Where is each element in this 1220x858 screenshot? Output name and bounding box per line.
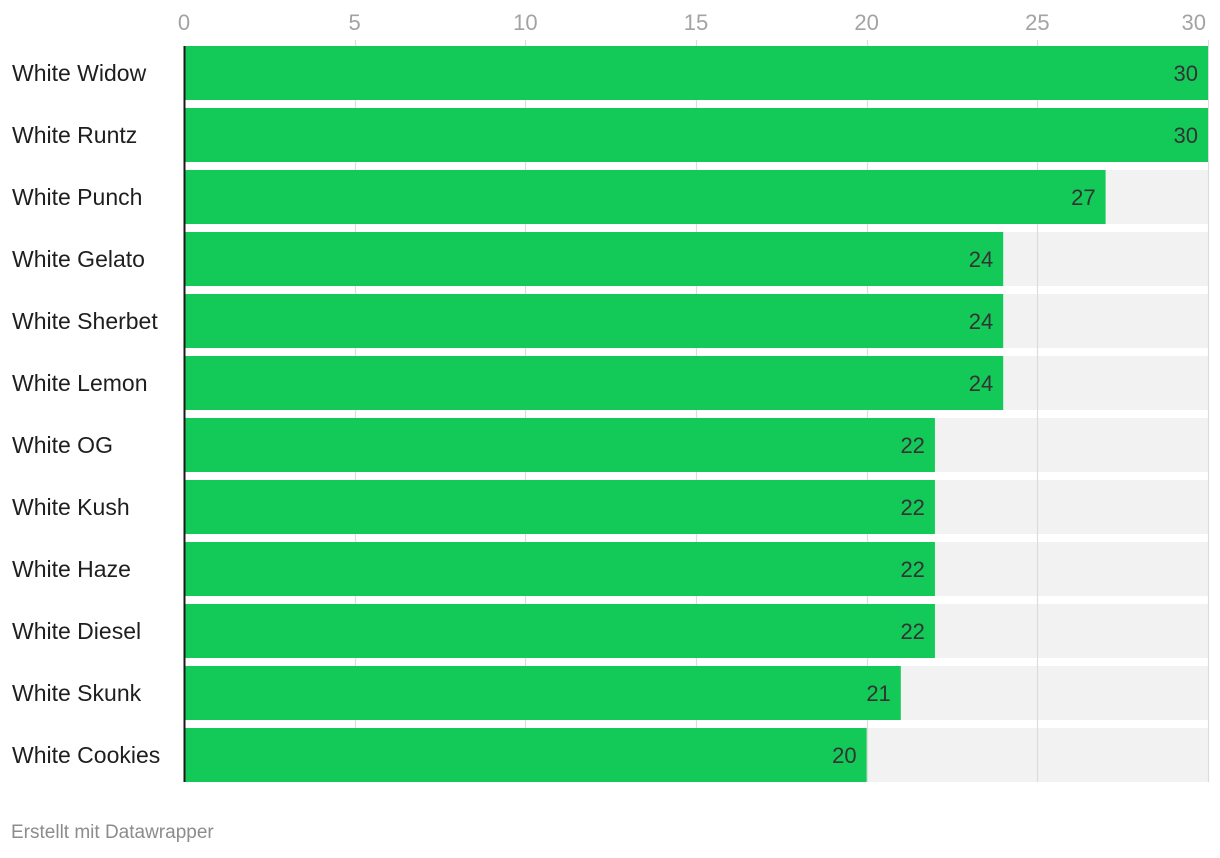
value-label: 22 <box>900 495 924 520</box>
category-label: White Gelato <box>12 246 145 272</box>
bar-white-runtz <box>184 108 1208 162</box>
bar-white-haze <box>184 542 935 596</box>
category-label: White Haze <box>12 556 131 582</box>
bar-white-lemon <box>184 356 1004 410</box>
bar-white-skunk <box>184 666 901 720</box>
bar-white-punch <box>184 170 1106 224</box>
x-tick-label-5: 5 <box>349 10 361 35</box>
bar-white-cookies <box>184 728 867 782</box>
value-label: 22 <box>900 619 924 644</box>
category-label: White Runtz <box>12 122 137 148</box>
value-label: 21 <box>866 681 890 706</box>
category-label: White Diesel <box>12 618 141 644</box>
category-label: White OG <box>12 432 113 458</box>
x-tick-label-25: 25 <box>1025 10 1049 35</box>
category-label: White Kush <box>12 494 130 520</box>
bar-white-diesel <box>184 604 935 658</box>
category-label: White Punch <box>12 184 142 210</box>
value-label: 22 <box>900 433 924 458</box>
category-label: White Cookies <box>12 742 160 768</box>
value-label: 30 <box>1174 61 1198 86</box>
value-label: 22 <box>900 557 924 582</box>
footer-credit: Erstellt mit Datawrapper <box>11 822 214 843</box>
gridlines-over-tracks <box>354 40 1210 782</box>
value-label: 20 <box>832 743 856 768</box>
bar-white-og <box>184 418 935 472</box>
x-axis-tick-labels: 0 5 10 15 20 25 30 <box>178 10 1206 35</box>
x-tick-label-0: 0 <box>178 10 190 35</box>
bar-white-gelato <box>184 232 1004 286</box>
bar-white-kush <box>184 480 935 534</box>
category-label: White Sherbet <box>12 308 158 334</box>
x-tick-label-30: 30 <box>1182 10 1206 35</box>
bars <box>184 46 1208 782</box>
value-label: 27 <box>1071 185 1095 210</box>
x-tick-label-15: 15 <box>684 10 708 35</box>
bar-white-widow <box>184 46 1208 100</box>
category-label: White Lemon <box>12 370 148 396</box>
value-labels: 30 30 27 24 24 24 22 22 22 22 21 20 <box>832 61 1198 768</box>
category-label: White Widow <box>12 60 147 86</box>
bar-white-sherbet <box>184 294 1004 348</box>
value-label: 24 <box>969 309 993 334</box>
value-label: 30 <box>1174 123 1198 148</box>
x-tick-label-20: 20 <box>854 10 878 35</box>
category-label: White Skunk <box>12 680 142 706</box>
x-tick-label-10: 10 <box>513 10 537 35</box>
value-label: 24 <box>969 371 993 396</box>
value-label: 24 <box>969 247 993 272</box>
category-labels: White Widow White Runtz White Punch White G… <box>12 60 160 768</box>
